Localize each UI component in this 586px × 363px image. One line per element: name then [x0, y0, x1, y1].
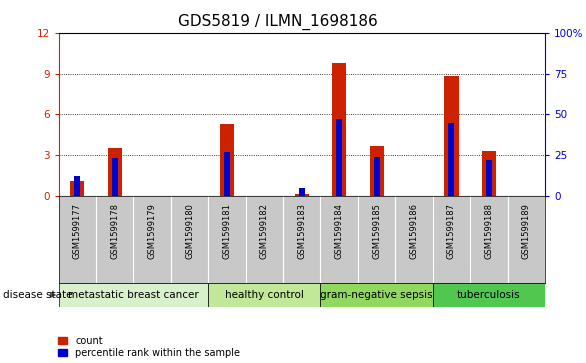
Text: GSM1599187: GSM1599187	[447, 203, 456, 259]
Bar	[112, 158, 118, 196]
Bar	[336, 119, 342, 196]
FancyBboxPatch shape	[432, 283, 545, 307]
Text: GSM1599189: GSM1599189	[522, 203, 531, 259]
Text: GSM1599185: GSM1599185	[372, 203, 381, 259]
Text: GSM1599182: GSM1599182	[260, 203, 269, 259]
Text: tuberculosis: tuberculosis	[457, 290, 521, 300]
Text: GSM1599178: GSM1599178	[110, 203, 119, 259]
FancyBboxPatch shape	[208, 283, 321, 307]
Text: GSM1599186: GSM1599186	[410, 203, 418, 259]
Bar	[444, 76, 459, 196]
Text: metastatic breast cancer: metastatic breast cancer	[68, 290, 199, 300]
Text: GSM1599180: GSM1599180	[185, 203, 194, 259]
Bar	[74, 176, 80, 196]
Bar	[370, 146, 384, 196]
Bar	[332, 62, 346, 196]
Text: GSM1599181: GSM1599181	[223, 203, 231, 259]
Text: gram-negative sepsis: gram-negative sepsis	[321, 290, 433, 300]
Bar	[482, 151, 496, 196]
Bar	[220, 124, 234, 196]
Bar	[70, 181, 84, 196]
FancyBboxPatch shape	[59, 283, 208, 307]
Text: disease state: disease state	[3, 290, 73, 300]
Text: healthy control: healthy control	[225, 290, 304, 300]
Text: GSM1599177: GSM1599177	[73, 203, 82, 259]
Text: GSM1599179: GSM1599179	[148, 203, 156, 259]
Text: GSM1599188: GSM1599188	[485, 203, 493, 259]
Bar	[295, 194, 309, 196]
Title: GDS5819 / ILMN_1698186: GDS5819 / ILMN_1698186	[178, 14, 377, 30]
Bar	[374, 157, 380, 196]
FancyBboxPatch shape	[321, 283, 432, 307]
Text: GSM1599184: GSM1599184	[335, 203, 344, 259]
Legend: count, percentile rank within the sample: count, percentile rank within the sample	[57, 336, 240, 358]
Bar	[299, 188, 305, 196]
Bar	[108, 148, 122, 196]
Bar	[224, 152, 230, 196]
Bar	[448, 122, 454, 196]
Text: GSM1599183: GSM1599183	[297, 203, 306, 259]
Bar	[486, 160, 492, 196]
